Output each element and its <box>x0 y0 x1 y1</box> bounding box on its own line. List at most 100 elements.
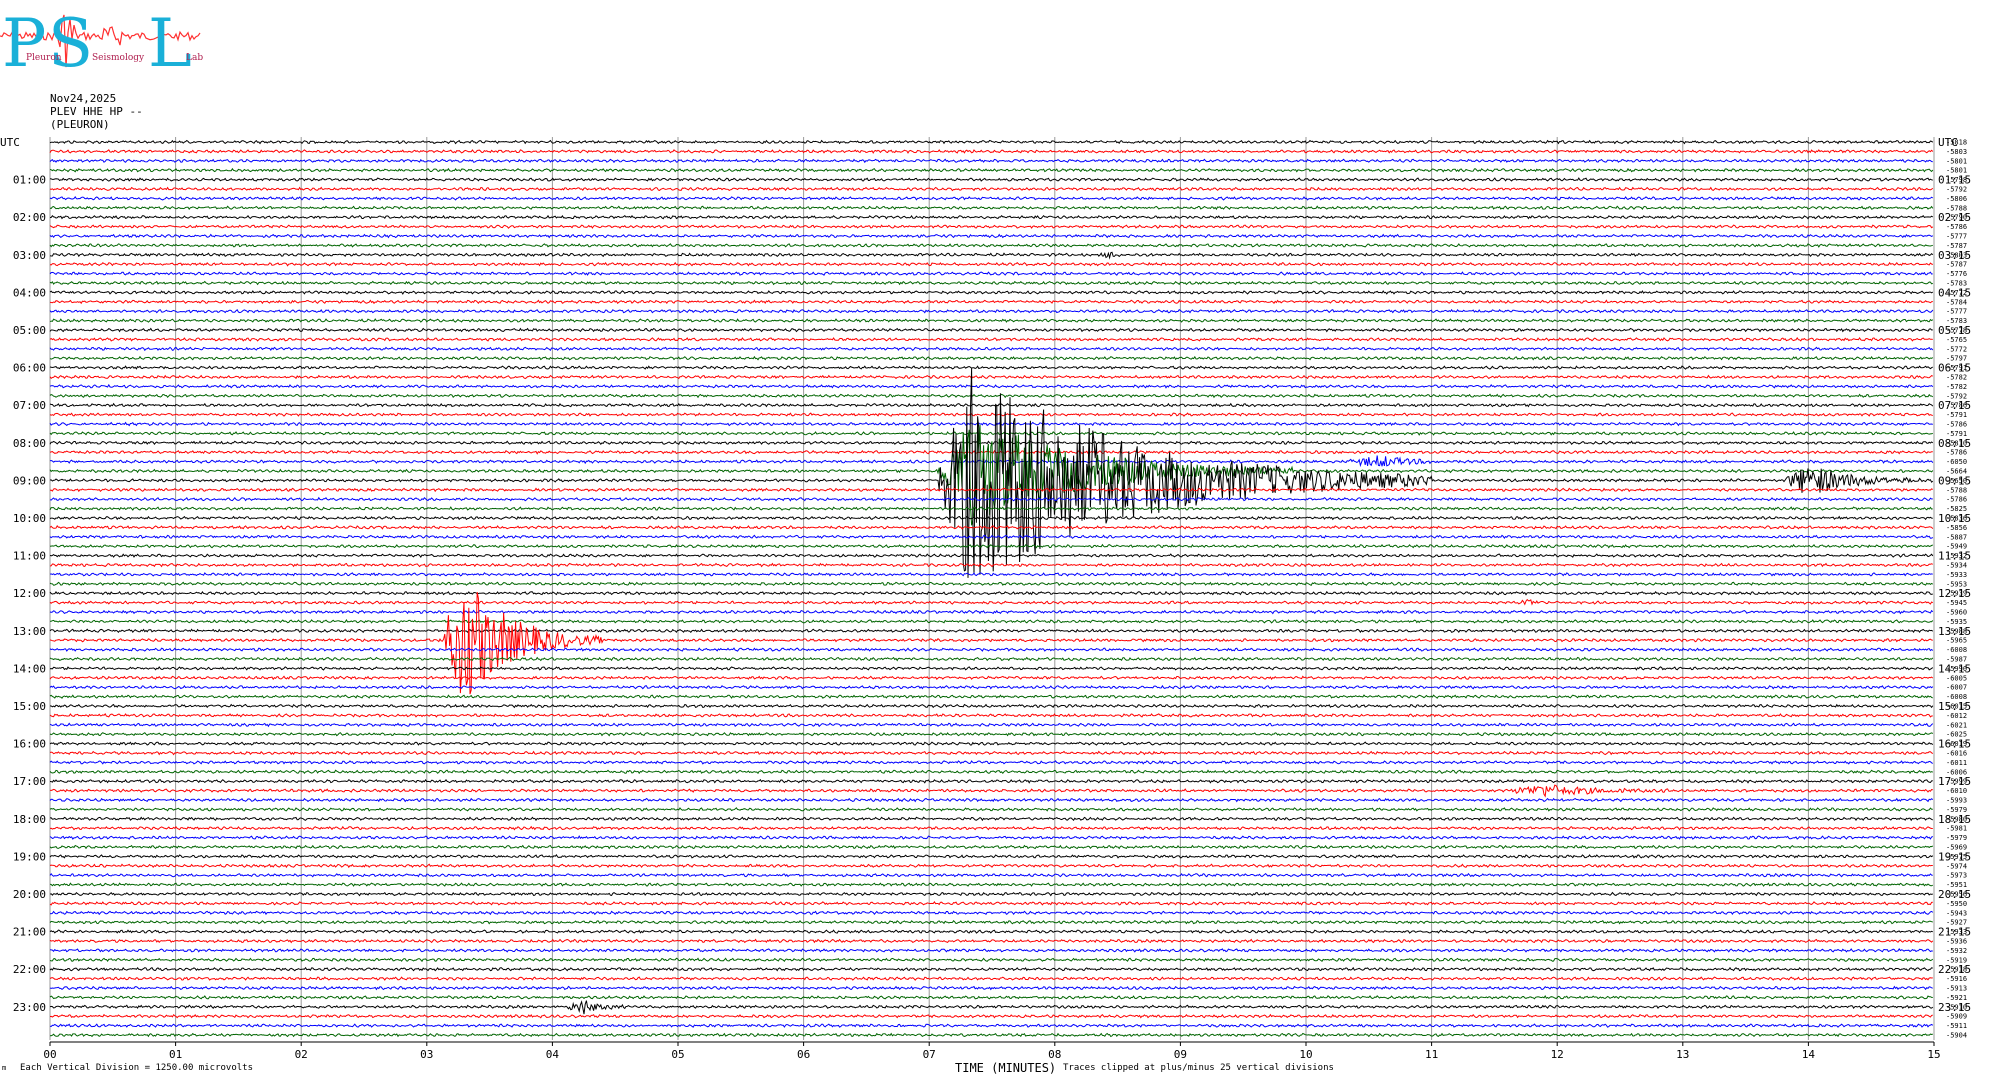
logo-word-pleuron: Pleuron <box>26 53 62 63</box>
trace-row-75 <box>49 844 1934 850</box>
left-time-label-1900: 19:00 <box>13 850 46 863</box>
trace-row-13 <box>49 261 1933 267</box>
trace-row-57 <box>49 675 1934 681</box>
left-time-label-1400: 14:00 <box>13 662 46 675</box>
offset-label-55: -5987 <box>1946 656 1967 664</box>
trace-row-53 <box>49 592 1933 695</box>
offset-label-85: -5936 <box>1946 938 1967 946</box>
trace-row-24 <box>49 365 1934 370</box>
right-time-label-1615: 16:15 <box>1938 738 1971 751</box>
right-time-label-0415: 04:15 <box>1938 286 1971 299</box>
left-time-label-1700: 17:00 <box>13 775 46 788</box>
x-axis-title: TIME (MINUTES) <box>955 1061 1057 1075</box>
trace-row-89 <box>49 976 1933 981</box>
offset-label-83: -5927 <box>1946 919 1967 927</box>
offset-label-14: -5776 <box>1946 270 1967 278</box>
x-tick-label-12: 12 <box>1551 1048 1564 1061</box>
header-station: PLEV HHE HP -- <box>50 105 143 118</box>
trace-row-15 <box>49 280 1933 286</box>
offset-label-61: -6012 <box>1946 712 1967 720</box>
offset-label-51: -5935 <box>1946 618 1967 626</box>
offset-label-75: -5969 <box>1946 844 1967 852</box>
trace-row-23 <box>49 355 1934 361</box>
offset-label-38: -5786 <box>1946 496 1967 504</box>
trace-row-94 <box>49 1023 1934 1029</box>
offset-label-81: -5950 <box>1946 900 1967 908</box>
offset-label-5: -5792 <box>1946 186 1967 194</box>
offset-label-73: -5981 <box>1946 825 1967 833</box>
trace-row-14 <box>49 271 1933 276</box>
offset-label-23: -5797 <box>1946 355 1967 363</box>
offset-label-19: -5783 <box>1946 317 1967 325</box>
trace-row-83 <box>49 919 1933 925</box>
trace-row-6 <box>49 196 1934 201</box>
offset-label-28: -5786 <box>1946 402 1967 410</box>
trace-row-9 <box>49 224 1934 229</box>
offset-label-88: -5918 <box>1946 966 1967 974</box>
trace-row-7 <box>49 205 1934 211</box>
trace-row-31 <box>49 431 1933 436</box>
trace-row-42 <box>49 534 1934 540</box>
offset-label-25: -5782 <box>1946 374 1967 382</box>
trace-row-40 <box>49 515 1933 521</box>
trace-row-74 <box>49 835 1933 840</box>
right-time-label-2015: 20:15 <box>1938 888 1971 901</box>
offset-label-20: -5778 <box>1946 327 1967 335</box>
offset-label-35: -5664 <box>1946 468 1967 476</box>
right-time-label-0115: 01:15 <box>1938 174 1971 187</box>
offset-label-39: -5825 <box>1946 505 1967 513</box>
offset-label-58: -6007 <box>1946 684 1967 692</box>
trace-row-11 <box>49 243 1933 248</box>
left-time-label-2000: 20:00 <box>13 888 46 901</box>
trace-row-59 <box>49 694 1933 699</box>
x-tick-label-06: 06 <box>797 1048 810 1061</box>
offset-label-9: -5786 <box>1946 223 1967 231</box>
header-date: Nov24,2025 <box>50 92 117 105</box>
offset-label-80: -5956 <box>1946 891 1967 899</box>
x-tick-label-07: 07 <box>923 1048 936 1061</box>
trace-row-70 <box>49 797 1934 803</box>
trace-row-21 <box>49 336 1933 342</box>
right-time-label-2215: 22:15 <box>1938 963 1971 976</box>
offset-label-18: -5777 <box>1946 308 1967 316</box>
trace-row-63 <box>49 731 1934 737</box>
offset-label-11: -5787 <box>1946 242 1967 250</box>
offset-label-24: -5791 <box>1946 364 1967 372</box>
offset-label-12: -5803 <box>1946 251 1967 259</box>
trace-row-33 <box>49 449 1933 455</box>
trace-row-64 <box>49 741 1934 747</box>
left-time-label-0600: 06:00 <box>13 362 46 375</box>
left-time-label-1300: 13:00 <box>13 625 46 638</box>
left-time-label-1500: 15:00 <box>13 700 46 713</box>
offset-label-36: -5650 <box>1946 477 1967 485</box>
offset-label-34: -6050 <box>1946 458 1967 466</box>
trace-row-54 <box>49 647 1934 652</box>
offset-label-95: -5904 <box>1946 1032 1967 1040</box>
offset-label-65: -6016 <box>1946 750 1967 758</box>
offset-label-43: -5949 <box>1946 543 1967 551</box>
trace-row-20 <box>49 327 1933 333</box>
offset-label-72: -5980 <box>1946 815 1967 823</box>
offset-label-59: -6008 <box>1946 693 1967 701</box>
offset-label-74: -5979 <box>1946 834 1967 842</box>
logo-letter-s: S <box>48 5 93 75</box>
right-time-label-2315: 23:15 <box>1938 1001 1971 1014</box>
offset-label-89: -5916 <box>1946 975 1967 983</box>
offset-label-71: -5979 <box>1946 806 1967 814</box>
scale-note: Each Vertical Division = 1250.00 microvo… <box>20 1063 253 1073</box>
offset-label-49: -5945 <box>1946 599 1967 607</box>
trace-row-47 <box>49 581 1934 587</box>
offset-label-78: -5973 <box>1946 872 1967 880</box>
offset-label-46: -5933 <box>1946 571 1967 579</box>
offset-label-82: -5943 <box>1946 909 1967 917</box>
offset-label-1: -5803 <box>1946 148 1967 156</box>
trace-row-0 <box>49 139 1934 145</box>
logo-letter-l: L <box>148 5 192 75</box>
trace-row-86 <box>49 948 1933 953</box>
trace-row-68 <box>49 778 1933 784</box>
offset-label-70: -5993 <box>1946 797 1967 805</box>
trace-row-61 <box>49 713 1933 718</box>
offset-label-0: -5818 <box>1946 139 1967 147</box>
trace-row-95 <box>50 1032 1933 1038</box>
